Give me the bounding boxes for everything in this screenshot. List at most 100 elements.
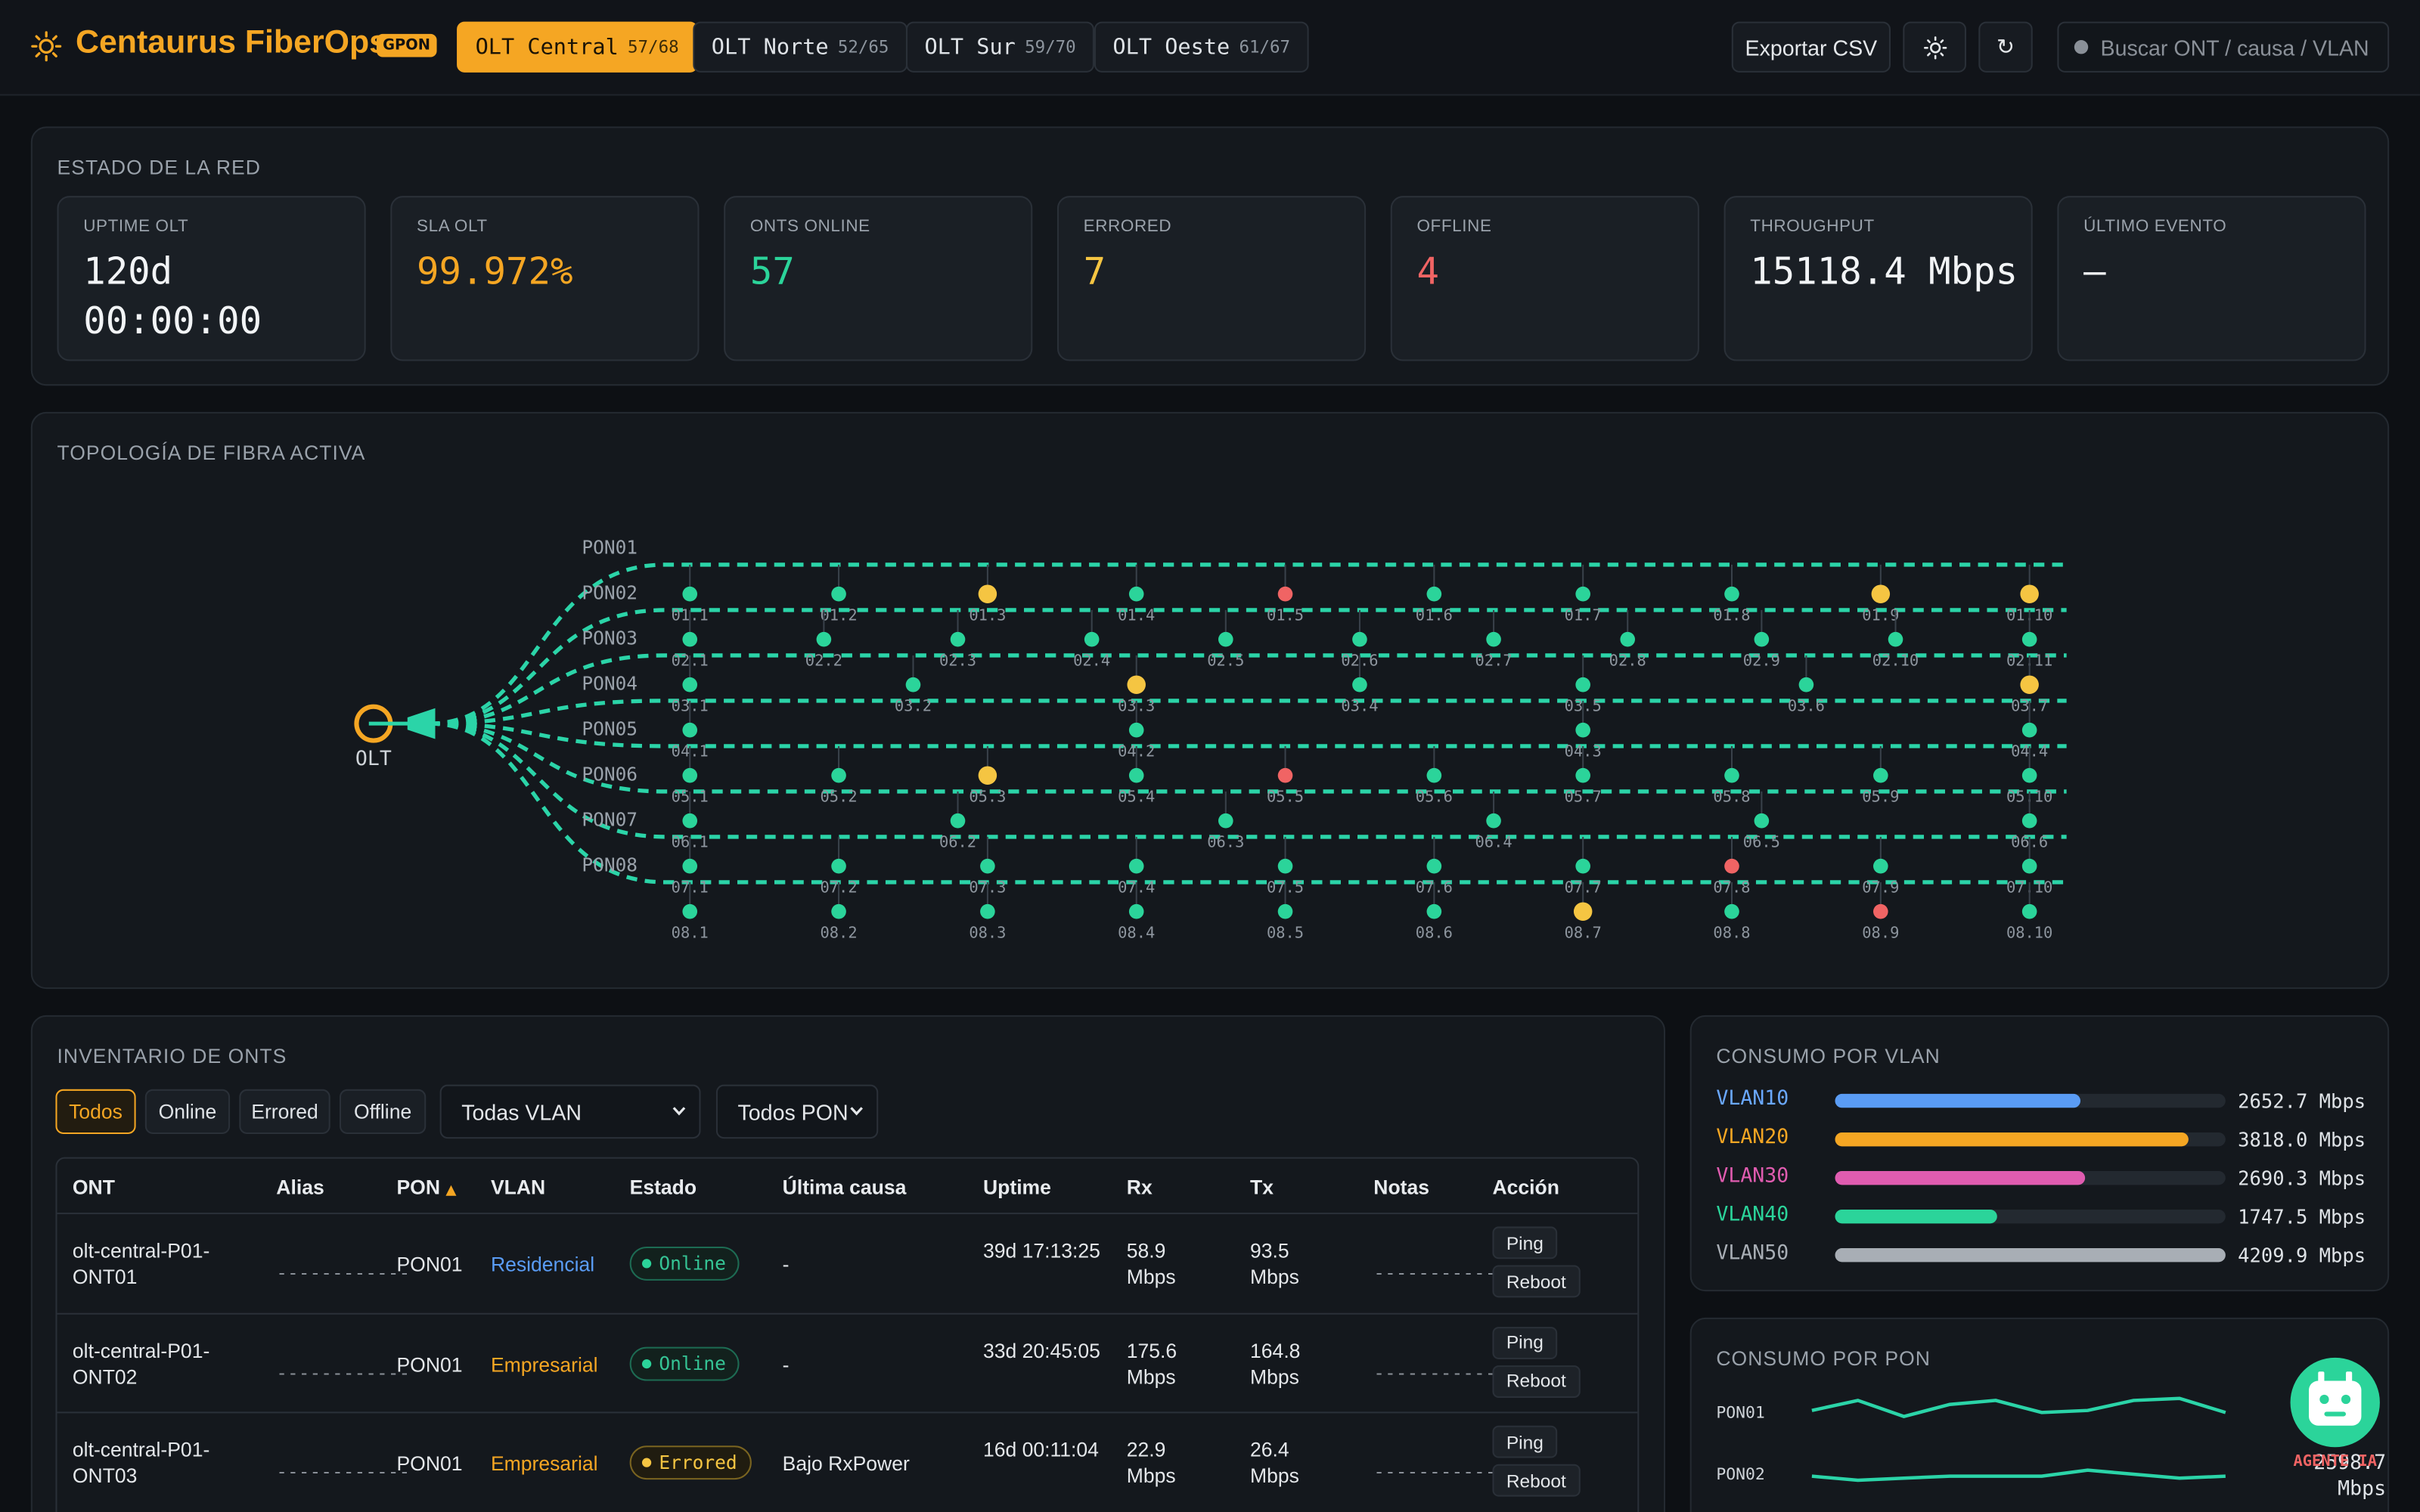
reboot-button[interactable]: Reboot (1492, 1265, 1581, 1298)
table-row[interactable]: olt-central-P01-ONT02 ------------ PON01 Em… (57, 1312, 1638, 1411)
ont-node-online[interactable] (980, 903, 995, 919)
ont-node-online[interactable] (1084, 631, 1100, 647)
ont-node-online[interactable] (831, 858, 846, 874)
notes-placeholder[interactable]: ------------ (1373, 1362, 1508, 1383)
vlan-select[interactable]: Todas VLAN (439, 1084, 701, 1139)
ont-node-online[interactable] (682, 858, 698, 874)
ont-node-online[interactable] (1754, 813, 1770, 829)
ont-node-online[interactable] (2021, 767, 2037, 783)
ont-node-online[interactable] (1426, 858, 1442, 874)
ont-node-offline[interactable] (1277, 767, 1293, 783)
filter-errored-button[interactable]: Errored (239, 1089, 330, 1134)
ont-node-online[interactable] (682, 586, 698, 602)
ont-node-errored[interactable] (1127, 675, 1146, 694)
ont-node-errored[interactable] (978, 766, 997, 785)
ont-node-online[interactable] (1575, 586, 1590, 602)
ont-node-online[interactable] (1128, 858, 1144, 874)
ont-node-online[interactable] (1724, 903, 1739, 919)
ont-node-errored[interactable] (2020, 584, 2039, 603)
column-header-tx[interactable]: Tx (1250, 1176, 1274, 1199)
ont-node-online[interactable] (1575, 677, 1590, 692)
ont-node-online[interactable] (2021, 903, 2037, 919)
table-row[interactable]: olt-central-P01-ONT01 ------------ PON01 Re… (57, 1213, 1638, 1312)
column-header-pon[interactable]: PON ▲ (396, 1176, 456, 1199)
tab-olt-norte[interactable]: OLT Norte 52/65 (693, 21, 908, 73)
refresh-button[interactable]: ↻ (1978, 21, 2033, 73)
notes-placeholder[interactable]: ------------ (1373, 1461, 1508, 1483)
column-header-alias[interactable]: Alias (276, 1176, 324, 1199)
ont-node-online[interactable] (682, 631, 698, 647)
ont-node-errored[interactable] (1573, 902, 1593, 921)
ont-node-online[interactable] (816, 631, 832, 647)
alias-placeholder[interactable]: ------------ (276, 1262, 411, 1284)
ont-node-online[interactable] (1575, 858, 1590, 874)
ont-node-online[interactable] (1575, 767, 1590, 783)
ont-node-online[interactable] (831, 903, 846, 919)
ont-node-online[interactable] (1352, 677, 1367, 692)
column-header-rx[interactable]: Rx (1126, 1176, 1153, 1199)
column-header-vlan[interactable]: VLAN (490, 1176, 546, 1199)
ont-node-online[interactable] (1218, 813, 1233, 829)
ont-node-online[interactable] (1486, 631, 1501, 647)
ont-node-errored[interactable] (2020, 675, 2039, 694)
pon-select[interactable]: Todos PON (715, 1084, 879, 1139)
ont-node-online[interactable] (1575, 722, 1590, 738)
alias-placeholder[interactable]: ------------ (276, 1461, 411, 1483)
tab-olt-oeste[interactable]: OLT Oeste 61/67 (1094, 21, 1309, 73)
ping-button[interactable]: Ping (1492, 1425, 1558, 1458)
notes-placeholder[interactable]: ------------ (1373, 1262, 1508, 1284)
ont-node-online[interactable] (682, 767, 698, 783)
ont-node-online[interactable] (1128, 586, 1144, 602)
ont-node-online[interactable] (682, 722, 698, 738)
ont-node-offline[interactable] (1724, 858, 1739, 874)
ont-node-online[interactable] (1798, 677, 1814, 692)
ont-node-online[interactable] (950, 631, 966, 647)
ont-node-offline[interactable] (1277, 586, 1293, 602)
ont-node-online[interactable] (1426, 903, 1442, 919)
ont-node-online[interactable] (1873, 767, 1888, 783)
export-csv-button[interactable]: Exportar CSV (1731, 21, 1891, 73)
ont-node-online[interactable] (1352, 631, 1367, 647)
ont-node-online[interactable] (980, 858, 995, 874)
tab-olt-central[interactable]: OLT Central 57/68 (457, 21, 698, 73)
ont-node-online[interactable] (831, 767, 846, 783)
ont-node-online[interactable] (1754, 631, 1770, 647)
ont-node-online[interactable] (1426, 767, 1442, 783)
ont-node-online[interactable] (950, 813, 966, 829)
ont-node-online[interactable] (1128, 722, 1144, 738)
ont-node-online[interactable] (1620, 631, 1636, 647)
ont-node-online[interactable] (1486, 813, 1501, 829)
ping-button[interactable]: Ping (1492, 1326, 1558, 1359)
ont-node-online[interactable] (682, 813, 698, 829)
ont-node-online[interactable] (1724, 767, 1739, 783)
ont-node-errored[interactable] (1871, 584, 1891, 603)
ont-node-online[interactable] (2021, 813, 2037, 829)
ont-node-online[interactable] (1724, 586, 1739, 602)
table-row[interactable]: olt-central-P01-ONT03 ------------ PON01 Em… (57, 1411, 1638, 1510)
ai-agent-button[interactable] (2290, 1357, 2380, 1448)
ont-node-online[interactable] (1426, 586, 1442, 602)
ont-node-online[interactable] (1888, 631, 1903, 647)
alias-placeholder[interactable]: ------------ (276, 1362, 411, 1383)
column-header-ont[interactable]: ONT (72, 1176, 115, 1199)
ont-node-online[interactable] (1873, 858, 1888, 874)
theme-toggle-button[interactable] (1903, 21, 1966, 73)
ont-node-online[interactable] (1128, 767, 1144, 783)
ping-button[interactable]: Ping (1492, 1226, 1558, 1259)
reboot-button[interactable]: Reboot (1492, 1365, 1581, 1397)
ont-node-offline[interactable] (1873, 903, 1888, 919)
ont-node-online[interactable] (2021, 858, 2037, 874)
tab-olt-sur[interactable]: OLT Sur 59/70 (905, 21, 1095, 73)
ont-node-online[interactable] (831, 586, 846, 602)
ont-node-online[interactable] (905, 677, 921, 692)
ont-node-online[interactable] (1218, 631, 1233, 647)
ont-node-errored[interactable] (978, 584, 997, 603)
filter-offline-button[interactable]: Offline (339, 1089, 427, 1134)
ont-node-online[interactable] (2021, 631, 2037, 647)
ont-node-online[interactable] (1277, 903, 1293, 919)
ont-node-online[interactable] (1128, 903, 1144, 919)
search-box[interactable] (2057, 21, 2390, 73)
filter-todos-button[interactable]: Todos (55, 1089, 136, 1134)
column-header-estado[interactable]: Estado (629, 1176, 697, 1199)
column-header-uptime[interactable]: Uptime (982, 1176, 1051, 1199)
